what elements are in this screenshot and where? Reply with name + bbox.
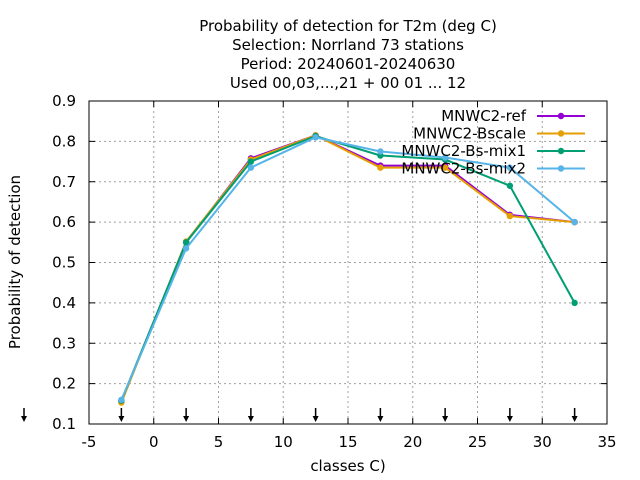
y-tick-label: 0.6 bbox=[52, 213, 76, 231]
y-tick-label: 0.7 bbox=[52, 173, 76, 191]
data-point bbox=[118, 396, 125, 403]
data-point bbox=[182, 239, 190, 246]
series-line bbox=[120, 136, 576, 401]
series-line bbox=[120, 135, 576, 401]
plot-frame bbox=[88, 100, 608, 425]
legend-marker bbox=[557, 147, 565, 155]
legend-marker bbox=[557, 112, 565, 120]
data-point bbox=[247, 158, 255, 165]
legend-item: MNWC2-Bs-mix1 bbox=[401, 142, 585, 160]
y-axis-label: Probability of detection bbox=[6, 175, 24, 349]
data-point bbox=[571, 299, 578, 307]
x-axis-label: classes C) bbox=[310, 457, 385, 475]
legend-label: MNWC2-Bs-mix1 bbox=[401, 142, 526, 160]
data-point bbox=[441, 154, 449, 161]
legend: MNWC2-refMNWC2-BscaleMNWC2-Bs-mix1MNWC2-… bbox=[401, 107, 585, 178]
series-MNWC2-Bs-mix1 bbox=[118, 132, 578, 404]
offscale-arrow-marker bbox=[21, 408, 27, 422]
x-tick-label: -5 bbox=[82, 433, 97, 451]
y-tick-label: 0.2 bbox=[52, 375, 76, 393]
title-line: Used 00,03,...,21 + 00 01 ... 12 bbox=[230, 74, 466, 92]
x-tick-label: 5 bbox=[214, 433, 224, 451]
x-tick-label: 35 bbox=[597, 433, 616, 451]
title-line: Selection: Norrland 73 stations bbox=[232, 36, 464, 54]
data-point bbox=[247, 164, 255, 171]
x-tick-label: 25 bbox=[468, 433, 487, 451]
grid bbox=[89, 101, 607, 424]
class-arrow-marker bbox=[377, 408, 384, 422]
x-tick-label: 15 bbox=[338, 433, 357, 451]
data-point bbox=[377, 164, 384, 171]
y-tick-label: 0.1 bbox=[52, 415, 76, 433]
x-tick-label: 0 bbox=[149, 433, 159, 451]
x-tick-label: 10 bbox=[274, 433, 293, 451]
legend-marker bbox=[557, 165, 565, 172]
data-point bbox=[182, 245, 190, 252]
data-point bbox=[377, 148, 384, 155]
x-tick-label: 20 bbox=[403, 433, 422, 451]
y-tick-label: 0.5 bbox=[52, 254, 76, 272]
y-tick-label: 0.8 bbox=[52, 132, 76, 150]
title-line: Probability of detection for T2m (deg C) bbox=[199, 17, 497, 35]
data-point bbox=[506, 182, 514, 189]
title-line: Period: 20240601-20240630 bbox=[241, 55, 456, 73]
class-arrow-marker bbox=[183, 408, 190, 422]
class-markers bbox=[21, 408, 578, 422]
class-arrow-marker bbox=[571, 408, 578, 422]
data-point bbox=[312, 134, 319, 141]
series bbox=[118, 132, 578, 406]
legend-label: MNWC2-ref bbox=[441, 107, 526, 125]
class-arrow-marker bbox=[506, 408, 513, 422]
class-arrow-marker bbox=[312, 408, 319, 422]
data-point bbox=[506, 212, 514, 220]
legend-marker bbox=[557, 130, 565, 137]
x-tick-label: 30 bbox=[533, 433, 552, 451]
data-point bbox=[441, 164, 449, 171]
class-arrow-marker bbox=[442, 408, 449, 422]
legend-label: MNWC2-Bs-mix2 bbox=[401, 160, 526, 178]
tick-labels: -5 0 5 10 15 20 25 30 35 0.1 0.2 0.3 0.4 0.5 0.6 0.7 0.8… bbox=[52, 92, 616, 451]
y-tick-label: 0.9 bbox=[52, 92, 76, 110]
chart-title: Probability of detection for T2m (deg C)… bbox=[199, 17, 497, 92]
legend-item: MNWC2-Bscale bbox=[413, 125, 585, 143]
data-point bbox=[571, 218, 578, 226]
legend-label: MNWC2-Bscale bbox=[413, 125, 526, 143]
y-tick-label: 0.4 bbox=[52, 294, 76, 312]
class-arrow-marker bbox=[118, 408, 125, 422]
legend-item: MNWC2-ref bbox=[441, 107, 585, 125]
data-point bbox=[506, 164, 514, 171]
class-arrow-marker bbox=[247, 408, 254, 422]
legend-item: MNWC2-Bs-mix2 bbox=[401, 160, 585, 178]
y-tick-label: 0.3 bbox=[52, 334, 76, 352]
series-MNWC2-Bs-mix2 bbox=[118, 134, 578, 403]
